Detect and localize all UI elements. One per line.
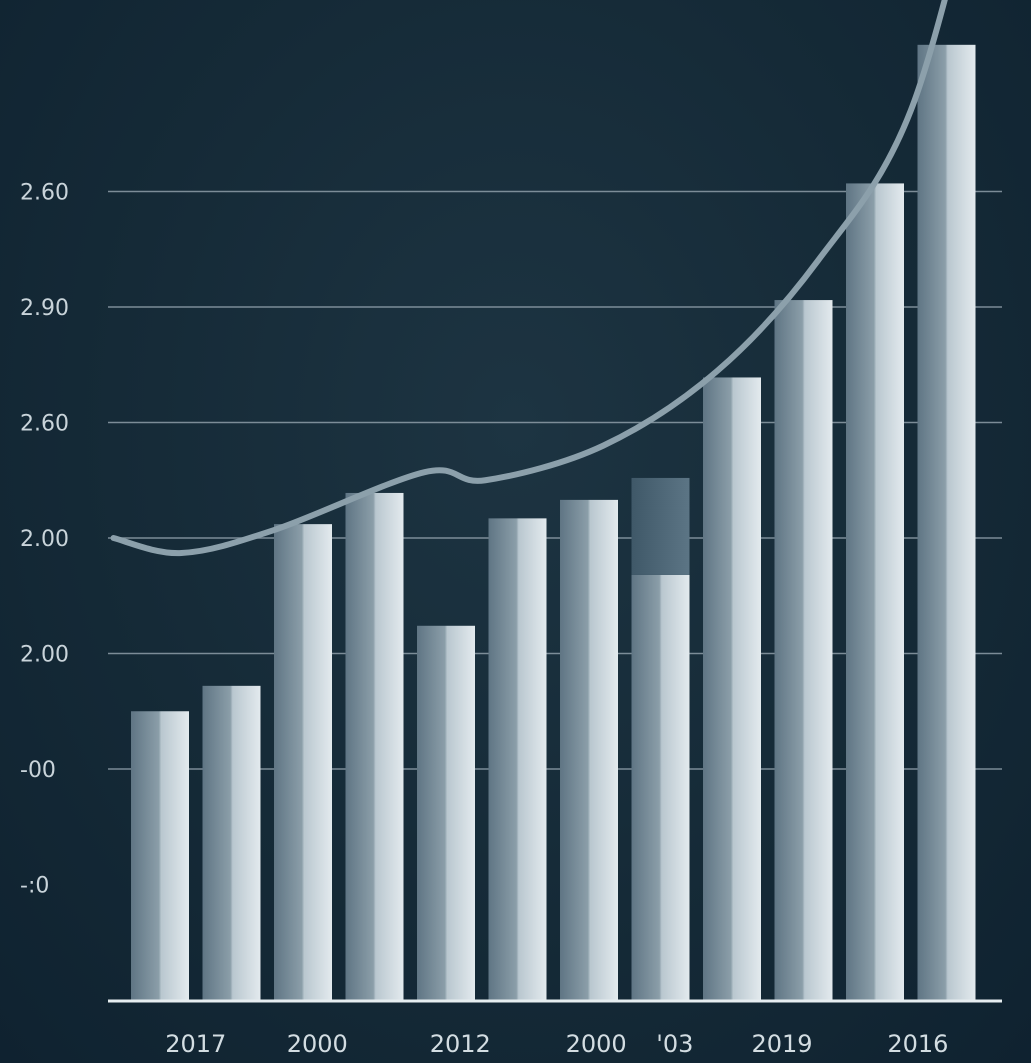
x-tick-label: 2012 — [430, 1030, 491, 1058]
x-tick-label: 2000 — [287, 1030, 348, 1058]
bar — [202, 685, 261, 1000]
bar — [274, 524, 332, 1000]
bar — [631, 574, 690, 1000]
bar — [774, 300, 833, 1000]
bar — [131, 711, 189, 1000]
bar-cap-segment — [631, 477, 690, 575]
bar — [703, 377, 761, 1001]
y-tick-label: -:0 — [20, 874, 49, 899]
y-tick-label: 2.00 — [20, 527, 69, 552]
bar — [917, 44, 976, 1000]
x-tick-label: 2017 — [165, 1030, 226, 1058]
x-tick-label: 2019 — [752, 1030, 813, 1058]
y-axis-ticks: -:0 -00 2.00 2.00 2.60 2.90 2.60 — [20, 181, 69, 899]
trend-arrow-group — [110, 0, 948, 557]
bar — [846, 183, 904, 1001]
y-tick-label: 2.00 — [20, 643, 69, 668]
x-tick-label: '03 — [656, 1030, 693, 1058]
bar — [488, 518, 547, 1000]
x-axis-labels: 2017 2000 2012 2000 '03 2019 2016 — [165, 1030, 948, 1058]
bar — [560, 499, 618, 1000]
x-tick-label: 2000 — [566, 1030, 627, 1058]
trend-arrow — [110, 0, 948, 557]
bar — [345, 492, 404, 1000]
y-tick-label: 2.60 — [20, 412, 69, 437]
bars — [131, 44, 976, 1001]
y-tick-label: -00 — [20, 758, 56, 783]
bar — [417, 625, 475, 1000]
y-tick-label: 2.90 — [20, 296, 69, 321]
x-tick-label: 2016 — [887, 1030, 948, 1058]
y-tick-label: 2.60 — [20, 181, 69, 206]
